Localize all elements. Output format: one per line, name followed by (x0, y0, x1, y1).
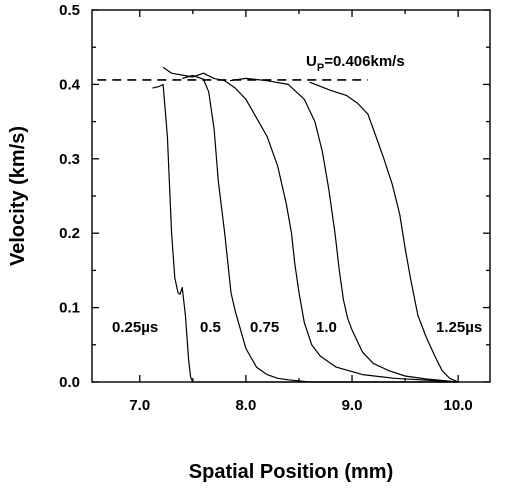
curve-annotation: 0.25µs (112, 319, 158, 336)
series-line-1 (182, 74, 459, 383)
x-tick-label: 8.0 (235, 397, 256, 414)
x-tick-label: 9.0 (342, 397, 363, 414)
reference-label-rest: =0.406km/s (324, 53, 405, 70)
y-tick-label: 0.2 (59, 225, 80, 242)
y-tick-label: 0.5 (59, 2, 80, 19)
curve-annotation: 0.5 (200, 319, 221, 336)
series-line-2 (162, 66, 459, 383)
series-line-0 (152, 83, 459, 383)
series-line-3 (229, 77, 459, 383)
reference-line-label: UP=0.406km/s (306, 53, 405, 74)
series-line-4 (309, 81, 459, 383)
x-tick-label: 7.0 (129, 397, 150, 414)
reference-label-main: U (306, 53, 317, 70)
curve-annotation: 0.75 (250, 319, 279, 336)
x-axis-title: Spatial Position (mm) (189, 461, 393, 483)
x-tick-label: 10.0 (444, 397, 473, 414)
y-tick-label: 0.3 (59, 151, 80, 168)
reference-label-sub: P (317, 62, 324, 74)
chart-labels: 7.0 8.0 9.0 10.0 0.0 0.1 0.2 0.3 0.4 0.5 Spatial P… (7, 2, 482, 483)
chart-marks (97, 66, 459, 383)
y-tick-label: 0.4 (59, 76, 81, 93)
y-axis-title: Velocity (km/s) (7, 126, 29, 266)
y-tick-label: 0.0 (59, 374, 80, 391)
y-tick-label: 0.1 (59, 300, 80, 317)
curve-annotation: 1.0 (316, 319, 337, 336)
curve-annotation: 1.25µs (436, 319, 482, 336)
